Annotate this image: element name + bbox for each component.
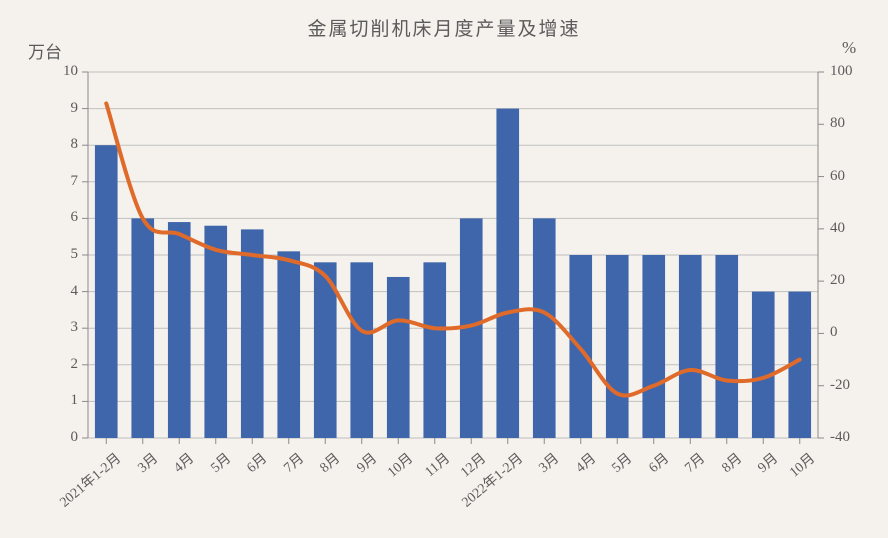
xtick: 3月	[133, 448, 162, 477]
y-axis-right-label: %	[842, 38, 856, 58]
ytick-right: 0	[830, 324, 838, 341]
xtick: 4月	[571, 448, 600, 477]
chart-title: 金属切削机床月度产量及增速	[0, 14, 888, 41]
xtick: 5月	[607, 448, 636, 477]
xtick: 6月	[242, 448, 271, 477]
ytick-left: 1	[48, 392, 78, 409]
ytick-left: 10	[48, 63, 78, 80]
ytick-left: 5	[48, 246, 78, 263]
xtick: 7月	[279, 448, 308, 477]
ytick-left: 9	[48, 100, 78, 117]
y-axis-left-label: 万台	[28, 38, 62, 63]
xtick: 10月	[383, 448, 417, 481]
xtick: 9月	[352, 448, 381, 477]
ytick-right: 100	[830, 63, 853, 80]
xtick: 3月	[534, 448, 563, 477]
axis-layer	[88, 72, 818, 438]
ytick-left: 0	[48, 429, 78, 446]
ytick-left: 4	[48, 283, 78, 300]
ytick-right: 60	[830, 168, 845, 185]
ytick-left: 6	[48, 209, 78, 226]
ytick-right: 40	[830, 220, 845, 237]
xtick: 8月	[315, 448, 344, 477]
xtick: 10月	[784, 448, 818, 481]
xtick: 2021年1-2月	[55, 448, 125, 511]
xtick: 11月	[420, 448, 454, 481]
ytick-left: 7	[48, 173, 78, 190]
xtick: 7月	[680, 448, 709, 477]
ytick-right: 20	[830, 272, 845, 289]
xtick: 4月	[169, 448, 198, 477]
xtick: 5月	[206, 448, 235, 477]
ytick-right: -40	[830, 429, 850, 446]
xtick: 8月	[717, 448, 746, 477]
ytick-right: -20	[830, 377, 850, 394]
chart-container: 金属切削机床月度产量及增速 万台 % 0 1 2 3 4 5 6 7 8 9 10 -40 -20 0 2…	[0, 0, 888, 538]
plot-area	[88, 72, 818, 438]
ytick-left: 3	[48, 319, 78, 336]
ytick-left: 8	[48, 136, 78, 153]
xtick: 9月	[753, 448, 782, 477]
xtick: 6月	[644, 448, 673, 477]
ytick-left: 2	[48, 356, 78, 373]
ytick-right: 80	[830, 115, 845, 132]
